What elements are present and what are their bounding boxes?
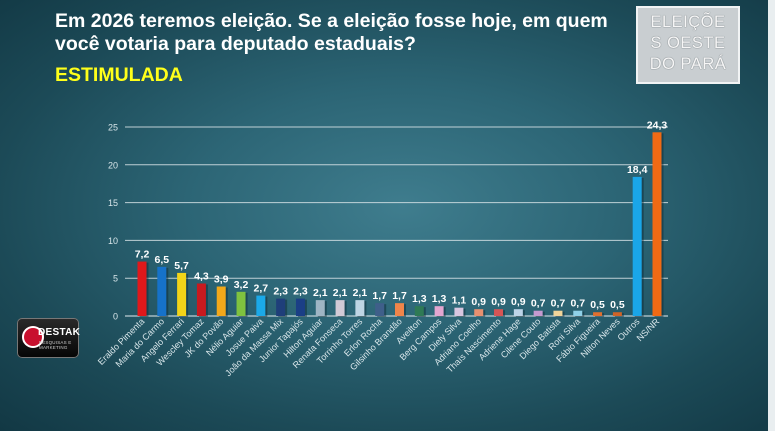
bar [652,132,662,316]
bar [494,309,504,316]
y-tick-label: 20 [108,160,118,170]
value-label: 7,2 [135,249,150,261]
bar [414,306,424,316]
value-label: 24,3 [647,119,668,131]
value-label: 18,4 [627,164,648,176]
destak-logo: DESTAK PESQUISAS E MARKETING [17,318,81,358]
value-label: 3,9 [214,274,229,286]
value-label: 0,9 [471,296,486,308]
value-label: 5,7 [174,260,189,272]
question-title: Em 2026 teremos eleição. Se a eleição fo… [55,10,608,55]
y-tick-label: 10 [108,236,118,246]
category-label: NS/NR [635,316,662,343]
bar [157,266,167,316]
value-label: 6,5 [155,254,170,266]
value-label: 4,3 [194,270,209,282]
bar [335,300,345,316]
bar [355,300,365,316]
value-label: 1,7 [372,290,387,302]
bar [474,309,484,316]
bar [216,286,226,316]
bar [196,283,206,316]
bar [137,261,147,316]
bar [256,295,266,316]
value-label: 2,1 [353,287,368,299]
survey-badge-line: ELEIÇÕE [650,13,726,31]
value-label: 3,2 [234,279,249,291]
value-label: 2,1 [313,287,328,299]
bar [295,298,305,316]
value-label: 1,1 [452,295,467,307]
bar [395,303,404,316]
bar [573,310,583,316]
value-label: 0,7 [531,298,546,310]
bar [177,272,187,316]
value-label: 0,5 [590,299,605,311]
value-label: 2,3 [293,286,308,298]
value-label: 2,7 [254,283,269,295]
bar [434,306,444,316]
value-label: 0,7 [570,298,585,310]
value-label: 2,1 [333,287,348,299]
value-label: 0,5 [610,299,625,311]
bar [553,310,563,316]
value-label: 0,9 [511,296,526,308]
value-label: 2,3 [273,286,288,298]
destak-logo-mark-icon [22,326,44,348]
bar [276,298,286,316]
value-label: 1,7 [392,290,407,302]
y-tick-label: 5 [113,274,118,284]
bar [533,310,543,316]
y-tick-label: 0 [113,312,118,322]
y-tick-label: 25 [108,123,118,133]
bar [593,312,603,316]
question-type-label: ESTIMULADA [55,64,183,86]
value-label: 1,3 [432,293,447,305]
bar [454,307,464,316]
logo-name: DESTAK [38,327,81,338]
survey-badge-line: S OESTE [650,34,726,52]
y-tick-label: 15 [108,198,118,208]
survey-badge: ELEIÇÕE S OESTE DO PARÁ [636,6,740,84]
bar [375,303,385,316]
value-label: 0,7 [551,298,566,310]
survey-badge-line: DO PARÁ [649,55,727,73]
bar [513,309,523,316]
logo-tagline: PESQUISAS E MARKETING [39,340,72,350]
right-frame-edge [768,0,775,431]
value-label: 1,3 [412,293,427,305]
bar [632,176,642,316]
bar [315,300,325,316]
bar [612,312,622,316]
bar [236,291,246,316]
survey-badge-text: ELEIÇÕE S OESTE DO PARÁ [636,12,740,75]
value-label: 0,9 [491,296,506,308]
